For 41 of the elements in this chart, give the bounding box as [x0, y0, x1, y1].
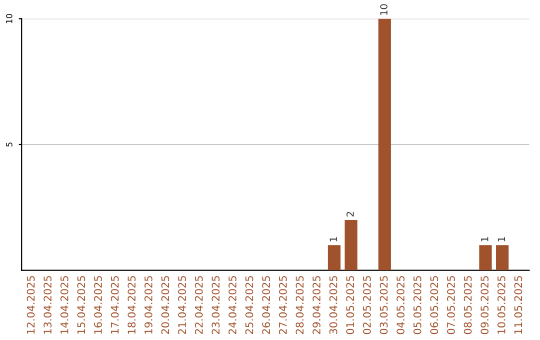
bar — [496, 245, 509, 270]
x-tick-label: 20.04.2025 — [161, 276, 170, 334]
bar — [378, 18, 391, 270]
x-tick-label: 02.05.2025 — [362, 276, 371, 334]
x-tick-label: 09.05.2025 — [480, 276, 489, 334]
data-label: 1 — [330, 237, 337, 242]
data-label: 10 — [380, 4, 388, 15]
x-tick-label: 03.05.2025 — [380, 276, 388, 334]
x-tick-label: 16.04.2025 — [94, 276, 102, 334]
x-tick-label: 21.04.2025 — [178, 276, 186, 334]
x-tick-label: 25.04.2025 — [245, 276, 254, 334]
x-tick-label: 28.04.2025 — [296, 276, 304, 334]
x-tick-label: 18.04.2025 — [128, 276, 136, 334]
x-tick-label: 08.05.2025 — [464, 276, 472, 334]
x-tick-label: 15.04.2025 — [77, 276, 86, 334]
bar — [344, 220, 358, 270]
x-tick-label: 29.04.2025 — [312, 276, 320, 334]
bar — [328, 245, 341, 270]
x-tick-label: 11.05.2025 — [514, 276, 522, 334]
x-tick-label: 12.04.2025 — [26, 276, 35, 334]
x-tick-label: 07.05.2025 — [447, 276, 455, 334]
bar — [479, 245, 492, 270]
x-tick-label: 14.04.2025 — [60, 276, 68, 334]
x-tick-label: 05.05.2025 — [413, 276, 422, 334]
x-tick-label: 19.04.2025 — [144, 276, 152, 334]
data-label: 1 — [498, 237, 505, 242]
x-tick-label: 27.04.2025 — [278, 276, 287, 334]
data-label: 1 — [481, 237, 488, 242]
y-tick-label: 5 — [6, 142, 12, 147]
x-tick-label: 13.04.2025 — [44, 276, 52, 334]
data-label: 2 — [346, 212, 354, 216]
x-tick-label: 10.05.2025 — [497, 276, 506, 334]
x-tick-label: 06.05.2025 — [430, 276, 438, 334]
x-tick-label: 01.05.2025 — [346, 276, 354, 334]
x-tick-label: 04.05.2025 — [396, 276, 404, 334]
x-tick-label: 30.04.2025 — [329, 276, 338, 334]
x-tick-label: 22.04.2025 — [194, 276, 203, 334]
x-tick-label: 26.04.2025 — [262, 276, 270, 334]
x-tick-label: 24.04.2025 — [228, 276, 236, 334]
x-tick-label: 23.04.2025 — [212, 276, 220, 334]
x-tick-label: 17.04.2025 — [110, 276, 119, 334]
